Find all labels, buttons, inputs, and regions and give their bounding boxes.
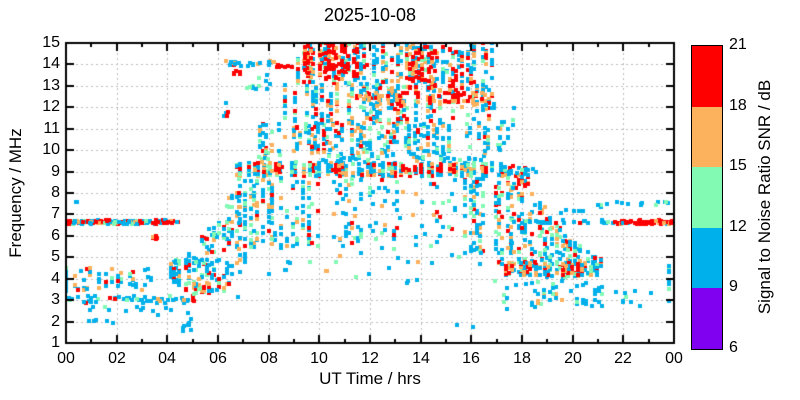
y-tick-label: 1 (51, 334, 60, 351)
x-tick-label: 14 (412, 350, 430, 367)
colorbar-tick-label: 18 (729, 97, 747, 114)
y-tick-label: 11 (43, 120, 60, 137)
x-tick-label: 20 (564, 350, 582, 367)
chart-title: 2025-10-08 (323, 5, 417, 25)
y-tick-label: 12 (42, 98, 60, 115)
x-tick-label: 04 (158, 350, 176, 367)
colorbar-tick-label: 12 (729, 218, 747, 235)
x-tick-label: 00 (57, 350, 75, 367)
y-tick-label: 4 (51, 270, 60, 287)
x-tick-label: 00 (665, 350, 683, 367)
colorbar-tick-label: 9 (729, 278, 738, 295)
y-tick-label: 3 (51, 291, 60, 308)
x-tick-label: 22 (614, 350, 632, 367)
colorbar-tick-label: 21 (729, 36, 747, 53)
x-axis-label: UT Time / hrs (319, 369, 421, 388)
y-tick-label: 2 (51, 313, 60, 330)
y-tick-label: 9 (51, 163, 60, 180)
y-tick-label: 10 (42, 141, 60, 158)
colorbar-segment-green (692, 167, 722, 228)
y-tick-label: 6 (51, 227, 60, 244)
colorbar-segment-red (692, 46, 722, 107)
x-tick-label: 12 (361, 350, 379, 367)
x-tick-label: 02 (108, 350, 126, 367)
y-tick-label: 5 (51, 248, 60, 265)
y-tick-label: 13 (42, 77, 60, 94)
y-tick-label: 15 (42, 34, 60, 51)
y-tick-label: 8 (51, 184, 60, 201)
colorbar (691, 45, 723, 350)
colorbar-tick-label: 6 (729, 339, 738, 356)
colorbar-segment-blue (692, 227, 722, 289)
colorbar-segment-orange (692, 106, 722, 168)
colorbar-tick-label: 15 (729, 157, 747, 174)
x-tick-label: 06 (209, 350, 227, 367)
x-tick-label: 08 (260, 350, 278, 367)
x-tick-label: 10 (310, 350, 328, 367)
y-tick-label: 14 (42, 55, 60, 72)
y-tick-label: 7 (51, 205, 60, 222)
colorbar-segment-purple (692, 288, 722, 349)
x-tick-label: 16 (462, 350, 480, 367)
x-tick-label: 18 (513, 350, 531, 367)
